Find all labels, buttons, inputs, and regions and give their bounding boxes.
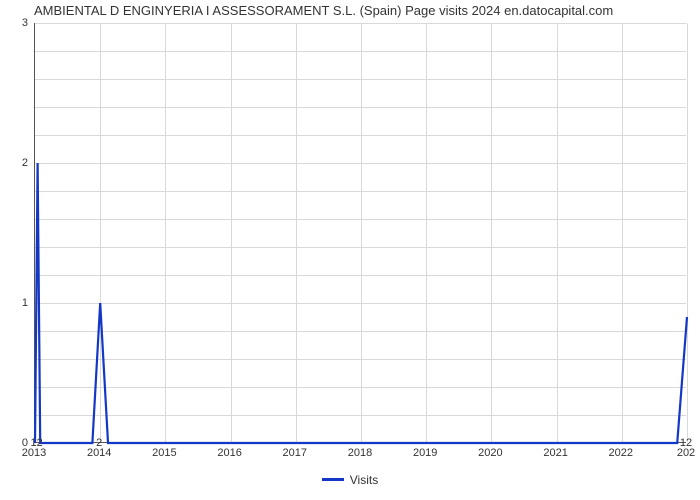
legend-label: Visits [350, 473, 378, 487]
data-point-label: 12 [680, 437, 692, 449]
x-tick-label: 2016 [217, 447, 241, 459]
x-tick-label: 2020 [478, 447, 502, 459]
series-svg [35, 23, 686, 442]
y-tick-label: 3 [6, 17, 28, 29]
x-tick-label: 2018 [348, 447, 372, 459]
chart-container: { "title": "AMBIENTAL D ENGINYERIA I ASS… [0, 0, 700, 500]
legend: Visits [0, 472, 700, 487]
legend-swatch [322, 478, 344, 481]
chart-title: AMBIENTAL D ENGINYERIA I ASSESSORAMENT S… [34, 3, 613, 18]
x-tick-label: 2021 [543, 447, 567, 459]
x-tick-label: 2019 [413, 447, 437, 459]
x-tick-label: 2022 [609, 447, 633, 459]
x-tick-label: 2017 [283, 447, 307, 459]
x-tick-label: 2015 [152, 447, 176, 459]
series-line [35, 163, 687, 443]
y-tick-label: 1 [6, 297, 28, 309]
data-point-label: 12 [30, 437, 42, 449]
plot-area [34, 23, 686, 443]
y-tick-label: 2 [6, 157, 28, 169]
data-point-label: 2 [96, 437, 102, 449]
